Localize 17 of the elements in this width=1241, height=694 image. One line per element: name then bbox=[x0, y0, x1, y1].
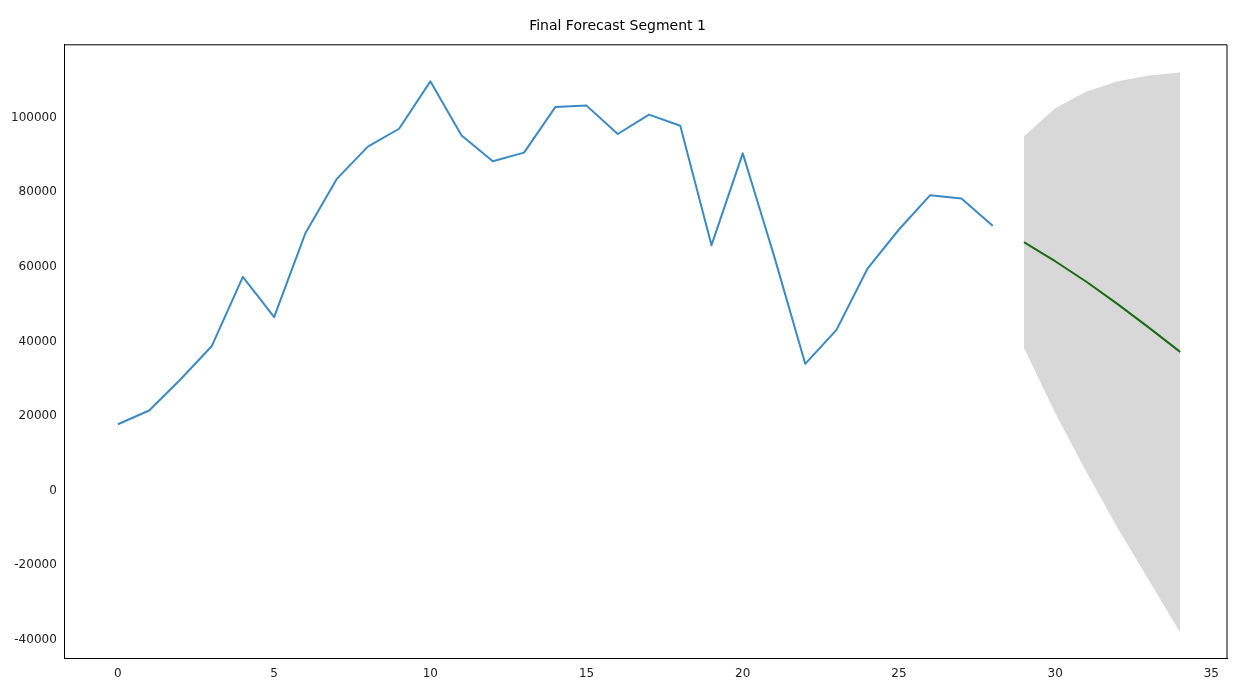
x-tick-label: 35 bbox=[1203, 665, 1220, 680]
x-tick-label: 20 bbox=[735, 665, 751, 680]
y-tick-label: -40000 bbox=[14, 632, 57, 647]
y-tick-label: -20000 bbox=[14, 557, 57, 572]
y-tick-label: 80000 bbox=[18, 184, 57, 199]
x-tick-label: 10 bbox=[422, 665, 438, 680]
y-tick-label: 60000 bbox=[18, 258, 57, 273]
x-tick-label: 15 bbox=[578, 665, 595, 680]
x-tick-label: 30 bbox=[1047, 665, 1063, 680]
y-tick-label: 40000 bbox=[18, 333, 57, 348]
y-tick-label: 20000 bbox=[18, 408, 57, 423]
y-tick-label: 0 bbox=[49, 482, 57, 497]
x-tick-label: 0 bbox=[114, 665, 122, 680]
y-tick-label: 100000 bbox=[11, 109, 57, 124]
chart-title: Final Forecast Segment 1 bbox=[529, 17, 706, 34]
x-tick-label: 25 bbox=[891, 665, 907, 680]
x-tick-label: 5 bbox=[270, 665, 278, 680]
